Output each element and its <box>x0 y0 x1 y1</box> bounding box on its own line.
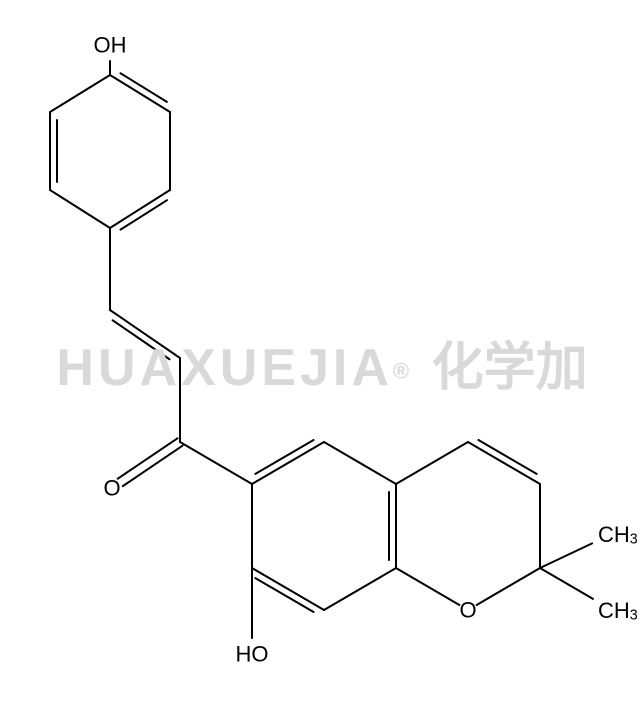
atom-label-ch3b: CH3 <box>598 598 638 624</box>
atom-label-O_carb: O <box>103 476 120 501</box>
atom-label-ch3a: CH3 <box>598 522 638 548</box>
atom-label-OH_top: OH <box>94 33 127 58</box>
atom-label-O_ring: O <box>459 598 476 623</box>
molecule-diagram: OH O O CH3 CH3 HO <box>0 0 644 715</box>
atom-label-OH_bottom: HO <box>236 642 269 667</box>
